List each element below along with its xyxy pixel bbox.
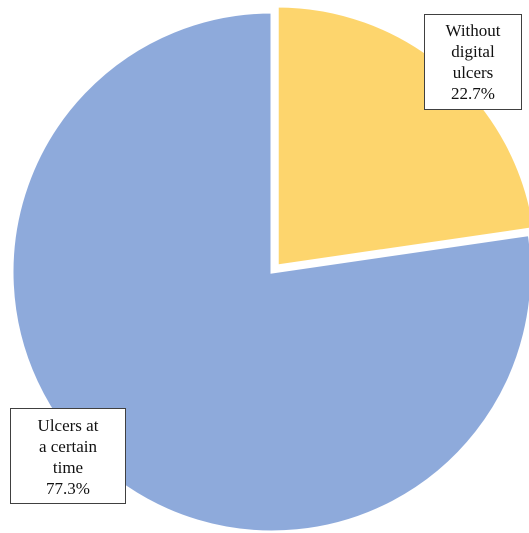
slice-label-without-digital-ulcers: Without digital ulcers 22.7% [424, 14, 522, 110]
slice-label-line: ulcers [452, 63, 494, 82]
slice-label-line: time [52, 458, 84, 477]
slice-value-label: 22.7% [451, 84, 495, 103]
slice-label-ulcers-at-certain-time: Ulcers at a certain time 77.3% [10, 408, 126, 504]
slice-label-line: Without [445, 21, 501, 40]
slice-label-line: Ulcers at [37, 416, 99, 435]
slice-label-line: a certain [38, 437, 98, 456]
pie-slices [10, 4, 529, 533]
slice-label-line: digital [451, 42, 495, 61]
slice-value-label: 77.3% [46, 479, 90, 498]
